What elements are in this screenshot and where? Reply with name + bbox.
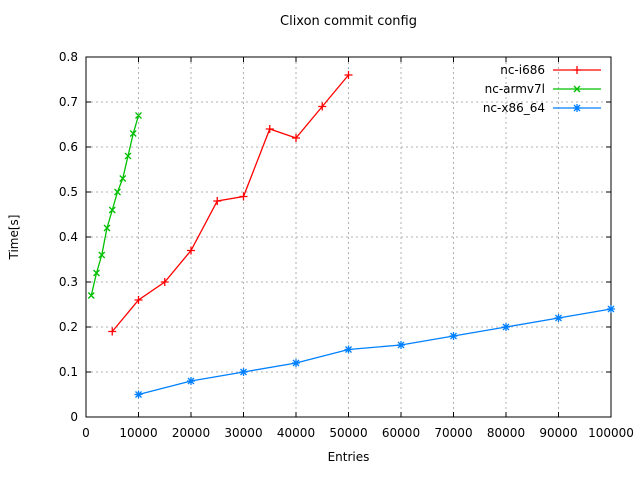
x-tick-label: 90000 [539,426,577,440]
y-tick-label: 0.5 [59,185,78,199]
y-tick-label: 0 [70,410,78,424]
legend-sample-marker [573,104,581,112]
x-tick-label: 70000 [434,426,472,440]
x-axis-label: Entries [327,450,370,464]
legend-item-nc-i686: nc-i686 [500,63,601,77]
x-tick-label: 20000 [172,426,210,440]
y-tick-label: 0.8 [59,50,78,64]
series-markers-nc-i686 [108,71,353,336]
y-tick-label: 0.6 [59,140,78,154]
x-tick-label: 80000 [487,426,525,440]
y-tick-label: 0.2 [59,320,78,334]
legend-sample-marker [573,66,581,74]
y-tick-label: 0.4 [59,230,78,244]
x-tick-label: 50000 [329,426,367,440]
legend-label: nc-x86_64 [483,101,545,115]
legend-label: nc-i686 [500,63,545,77]
x-tick-label: 0 [82,426,90,440]
x-tick-label: 60000 [382,426,420,440]
y-tick-label: 0.3 [59,275,78,289]
series-markers-nc-armv7l [87,112,142,299]
legend-item-nc-x86_64: nc-x86_64 [483,101,601,115]
series-line-nc-x86_64 [138,308,612,396]
x-tick-label: 30000 [224,426,262,440]
legend-label: nc-armv7l [485,82,545,96]
y-tick-label: 0.7 [59,95,78,109]
series-line-nc-i686 [111,74,349,332]
x-tick-label: 100000 [588,426,634,440]
legend-sample-marker [573,85,581,93]
legend-item-nc-armv7l: nc-armv7l [485,82,601,96]
x-tick-label: 10000 [119,426,157,440]
y-tick-label: 0.1 [59,365,78,379]
x-tick-label: 40000 [277,426,315,440]
series-markers-nc-x86_64 [134,305,615,399]
series-line-nc-armv7l [90,115,140,296]
chart-title: Clixon commit config [280,14,417,29]
